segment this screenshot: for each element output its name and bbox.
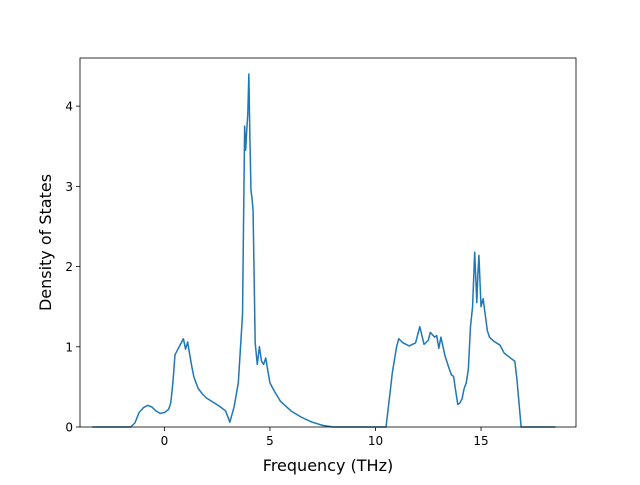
y-tick-label: 0 xyxy=(65,421,73,435)
y-tick-label: 3 xyxy=(65,180,73,194)
series-layer xyxy=(91,73,556,428)
x-tick-label: 15 xyxy=(473,434,488,448)
x-axis-label: Frequency (THz) xyxy=(263,456,393,475)
ticks-layer: 0 5 10 15 0 1 2 3 4 xyxy=(65,100,488,448)
y-tick-label: 2 xyxy=(65,260,73,274)
dos-series-line-0 xyxy=(91,73,556,428)
y-tick-label: 4 xyxy=(65,100,73,114)
x-tick-label: 0 xyxy=(161,434,169,448)
y-tick-label: 1 xyxy=(65,340,73,354)
x-tick-label: 10 xyxy=(368,434,383,448)
plot-area xyxy=(80,58,576,427)
y-axis-label: Density of States xyxy=(36,174,55,311)
x-tick-label: 5 xyxy=(266,434,274,448)
plot-frame xyxy=(79,57,577,428)
